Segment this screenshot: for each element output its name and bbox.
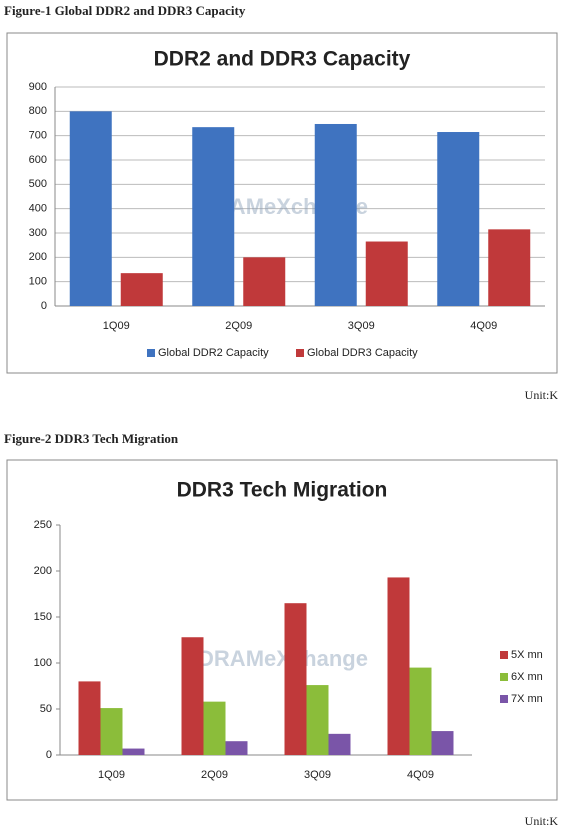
chart-title: DDR2 and DDR3 Capacity xyxy=(154,48,411,71)
y-tick-label: 200 xyxy=(34,565,52,577)
y-tick-label: 400 xyxy=(29,203,47,215)
chart-title: DDR3 Tech Migration xyxy=(177,479,388,502)
legend-swatch xyxy=(500,651,508,659)
bar xyxy=(365,241,408,306)
y-tick-label: 300 xyxy=(29,227,47,239)
bar xyxy=(69,111,112,306)
figure-caption: Figure-1 Global DDR2 and DDR3 Capacity xyxy=(4,3,246,18)
x-tick-label: 3Q09 xyxy=(348,320,375,332)
legend-label: 5X mn xyxy=(511,649,543,661)
bar xyxy=(100,708,123,755)
x-tick-label: 4Q09 xyxy=(407,769,434,781)
bar xyxy=(122,748,145,755)
x-tick-label: 1Q09 xyxy=(103,320,130,332)
x-tick-label: 2Q09 xyxy=(201,769,228,781)
y-tick-label: 0 xyxy=(46,749,52,761)
bar xyxy=(78,681,101,755)
bar xyxy=(314,123,357,306)
y-tick-label: 50 xyxy=(40,703,52,715)
y-tick-label: 0 xyxy=(41,300,47,312)
y-tick-label: 800 xyxy=(29,105,47,117)
y-tick-label: 900 xyxy=(29,81,47,93)
x-tick-label: 4Q09 xyxy=(470,320,497,332)
bar xyxy=(437,132,480,306)
bar xyxy=(387,577,410,755)
y-tick-label: 150 xyxy=(34,611,52,623)
legend-label: 7X mn xyxy=(511,693,543,705)
bar xyxy=(409,667,432,755)
x-tick-label: 1Q09 xyxy=(98,769,125,781)
figure-caption: Figure-2 DDR3 Tech Migration xyxy=(4,431,179,446)
bar xyxy=(203,701,226,755)
y-tick-label: 700 xyxy=(29,130,47,142)
unit-label: Unit:K xyxy=(525,388,559,402)
y-tick-label: 100 xyxy=(34,657,52,669)
bar xyxy=(328,733,351,755)
bar xyxy=(225,741,248,755)
legend-label: Global DDR3 Capacity xyxy=(307,347,418,359)
legend-swatch xyxy=(500,673,508,681)
bar xyxy=(181,637,204,755)
bar xyxy=(243,257,286,306)
y-tick-label: 250 xyxy=(34,519,52,531)
legend-label: Global DDR2 Capacity xyxy=(158,347,269,359)
y-tick-label: 500 xyxy=(29,178,47,190)
bar xyxy=(488,229,531,306)
bar xyxy=(192,127,235,307)
legend-label: 6X mn xyxy=(511,671,543,683)
x-tick-label: 3Q09 xyxy=(304,769,331,781)
y-tick-label: 100 xyxy=(29,276,47,288)
y-tick-label: 200 xyxy=(29,251,47,263)
watermark: DRAMeXchange xyxy=(198,646,368,671)
x-tick-label: 2Q09 xyxy=(225,320,252,332)
legend-swatch xyxy=(296,349,304,357)
legend-swatch xyxy=(500,695,508,703)
unit-label: Unit:K xyxy=(525,814,559,828)
bar xyxy=(284,603,307,755)
y-tick-label: 600 xyxy=(29,154,47,166)
bar xyxy=(306,685,329,755)
bar xyxy=(431,731,454,755)
bar xyxy=(120,273,163,306)
legend-swatch xyxy=(147,349,155,357)
